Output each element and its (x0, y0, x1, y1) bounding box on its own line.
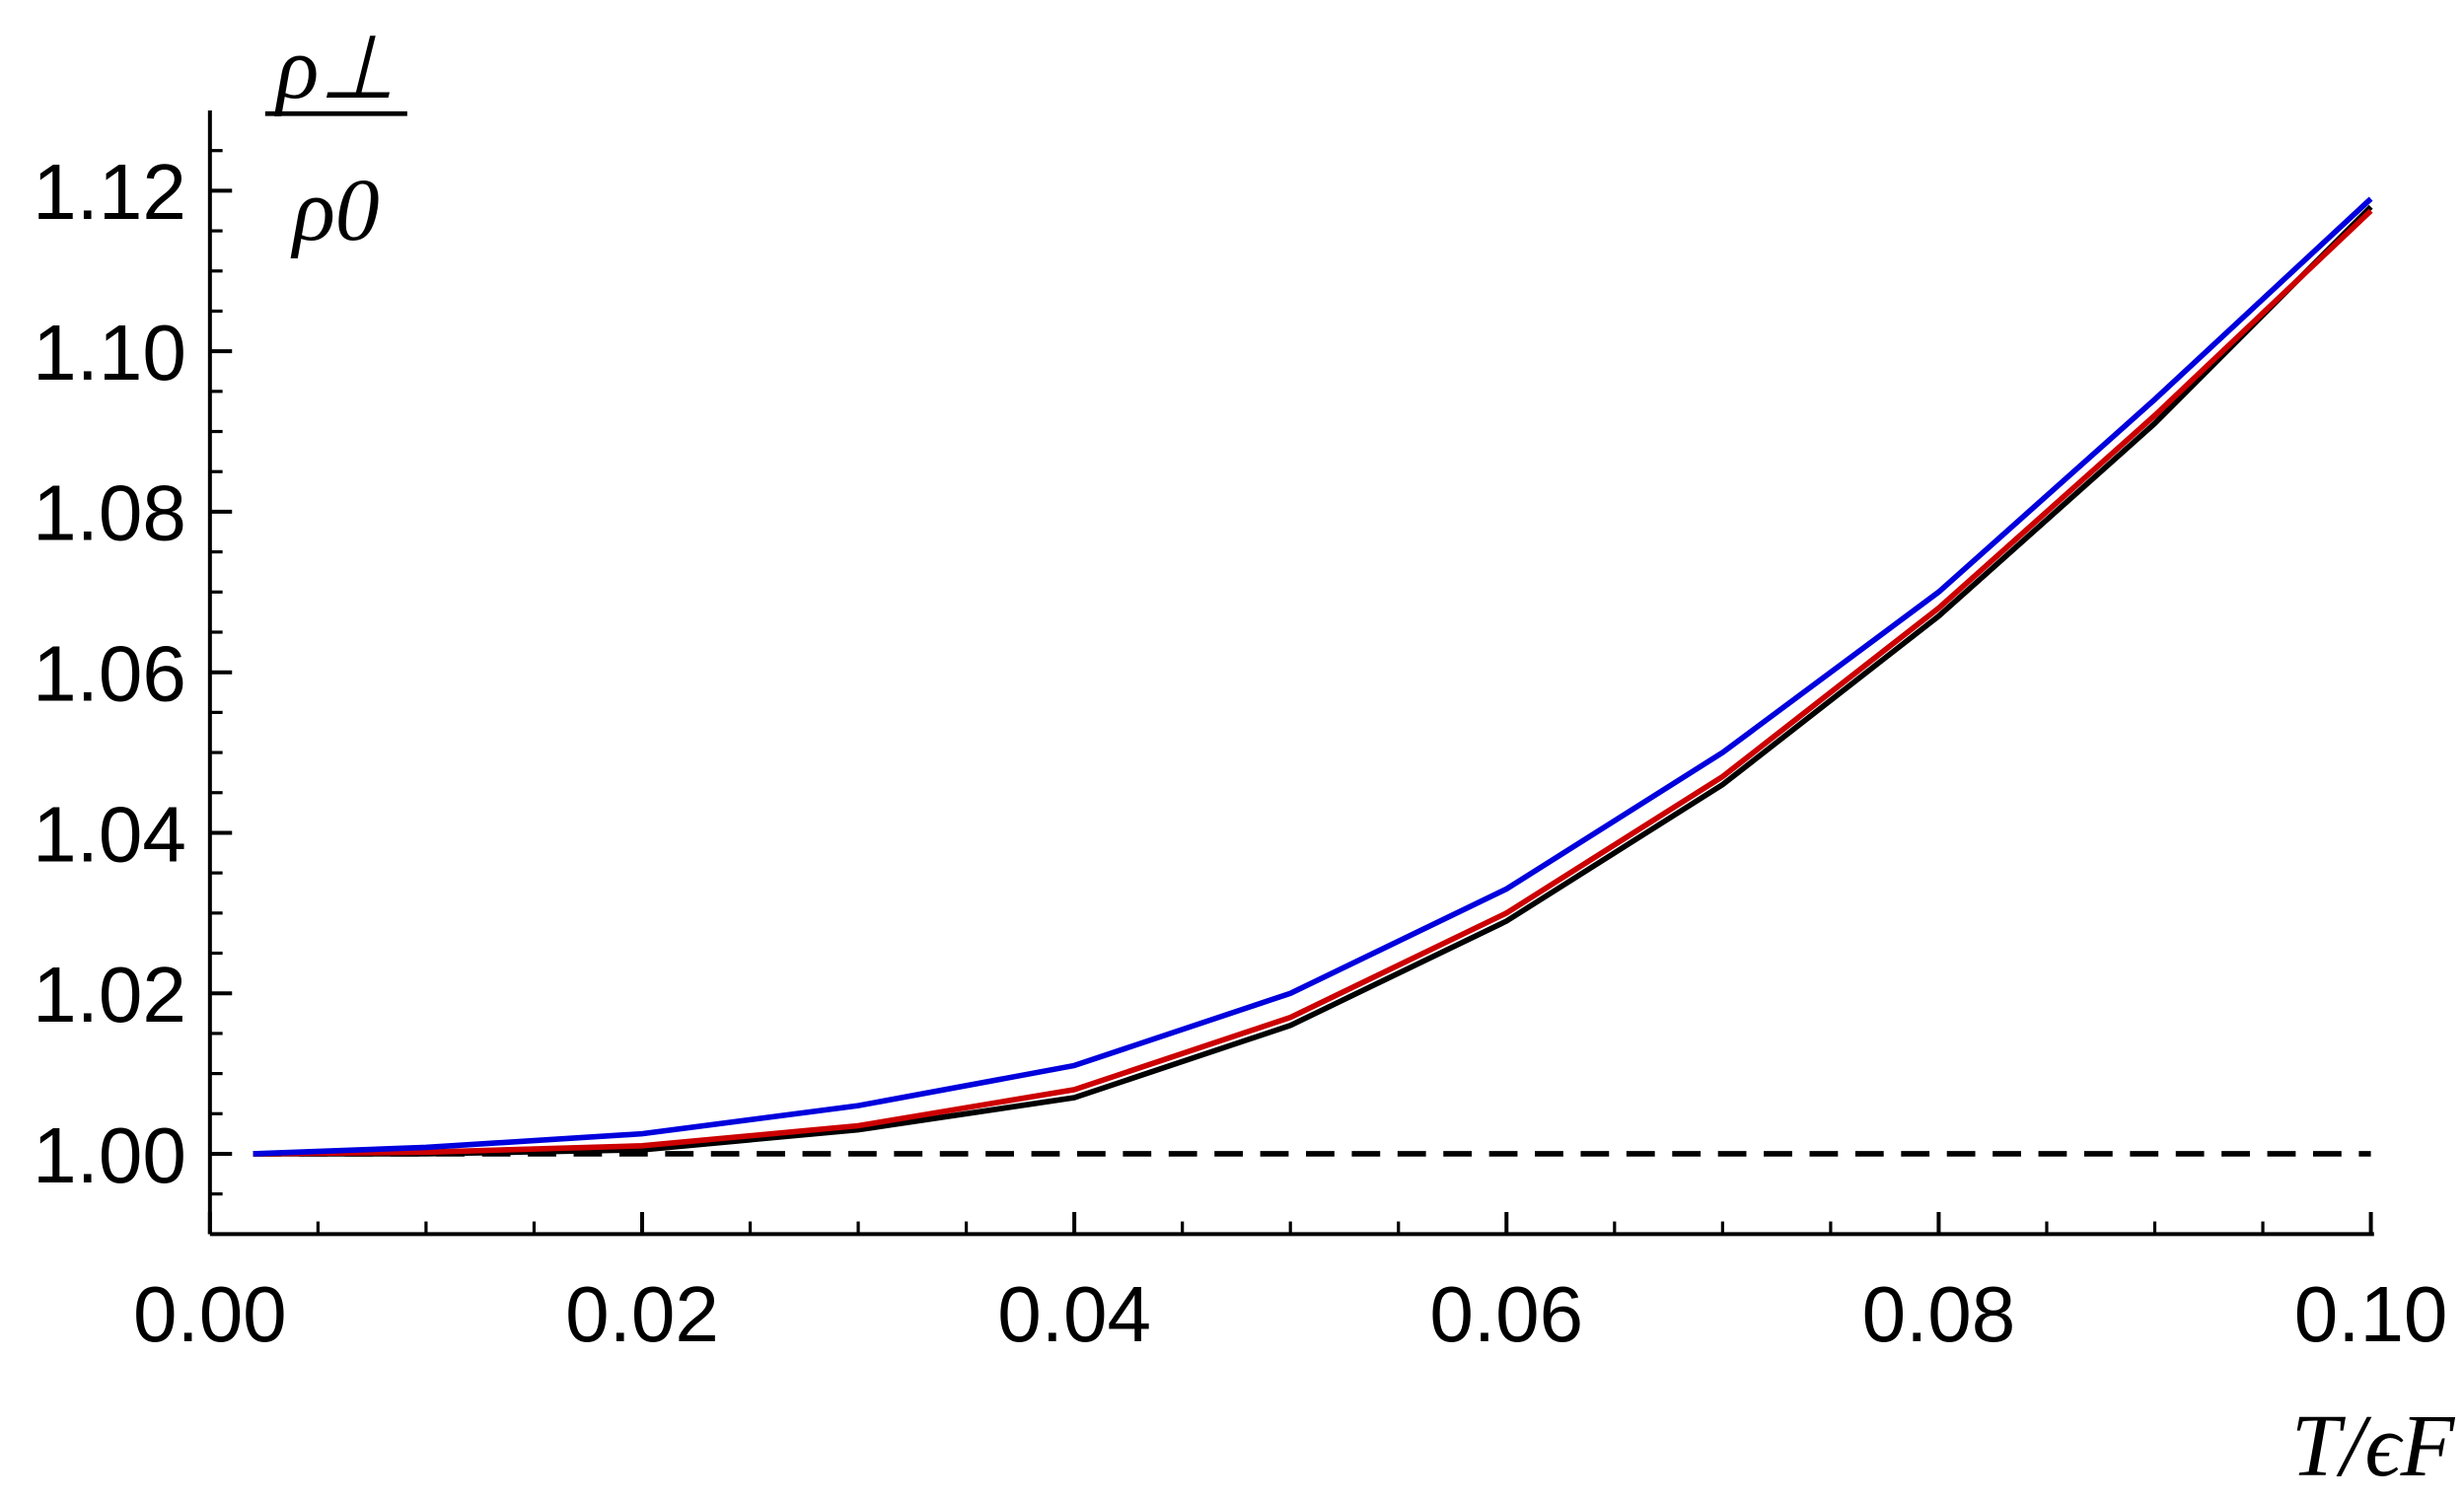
x-tick-label: 0.02 (565, 1270, 719, 1358)
y-tick-label: 1.10 (33, 309, 186, 396)
y-tick-label: 1.00 (33, 1111, 186, 1199)
series-line (253, 208, 2373, 1157)
x-label: T/ϵF (2291, 1397, 2456, 1495)
x-tick-label: 0.06 (1429, 1270, 1583, 1358)
y-tick-label: 1.02 (33, 951, 186, 1038)
x-tick-label: 0.00 (133, 1270, 287, 1358)
y-tick-label: 1.06 (33, 629, 186, 717)
x-tick-label: 0.08 (1862, 1270, 2016, 1358)
x-tick-label: 0.04 (997, 1270, 1151, 1358)
series-line (253, 196, 2373, 1157)
series-line (253, 204, 2373, 1157)
y-tick-label: 1.04 (33, 790, 186, 878)
y-label-numerator: ρ⊥ (273, 20, 396, 117)
x-tick-label: 0.10 (2294, 1270, 2448, 1358)
y-tick-label: 1.12 (33, 148, 186, 236)
y-label-denominator: ρ0 (290, 162, 380, 259)
y-tick-label: 1.08 (33, 469, 186, 557)
